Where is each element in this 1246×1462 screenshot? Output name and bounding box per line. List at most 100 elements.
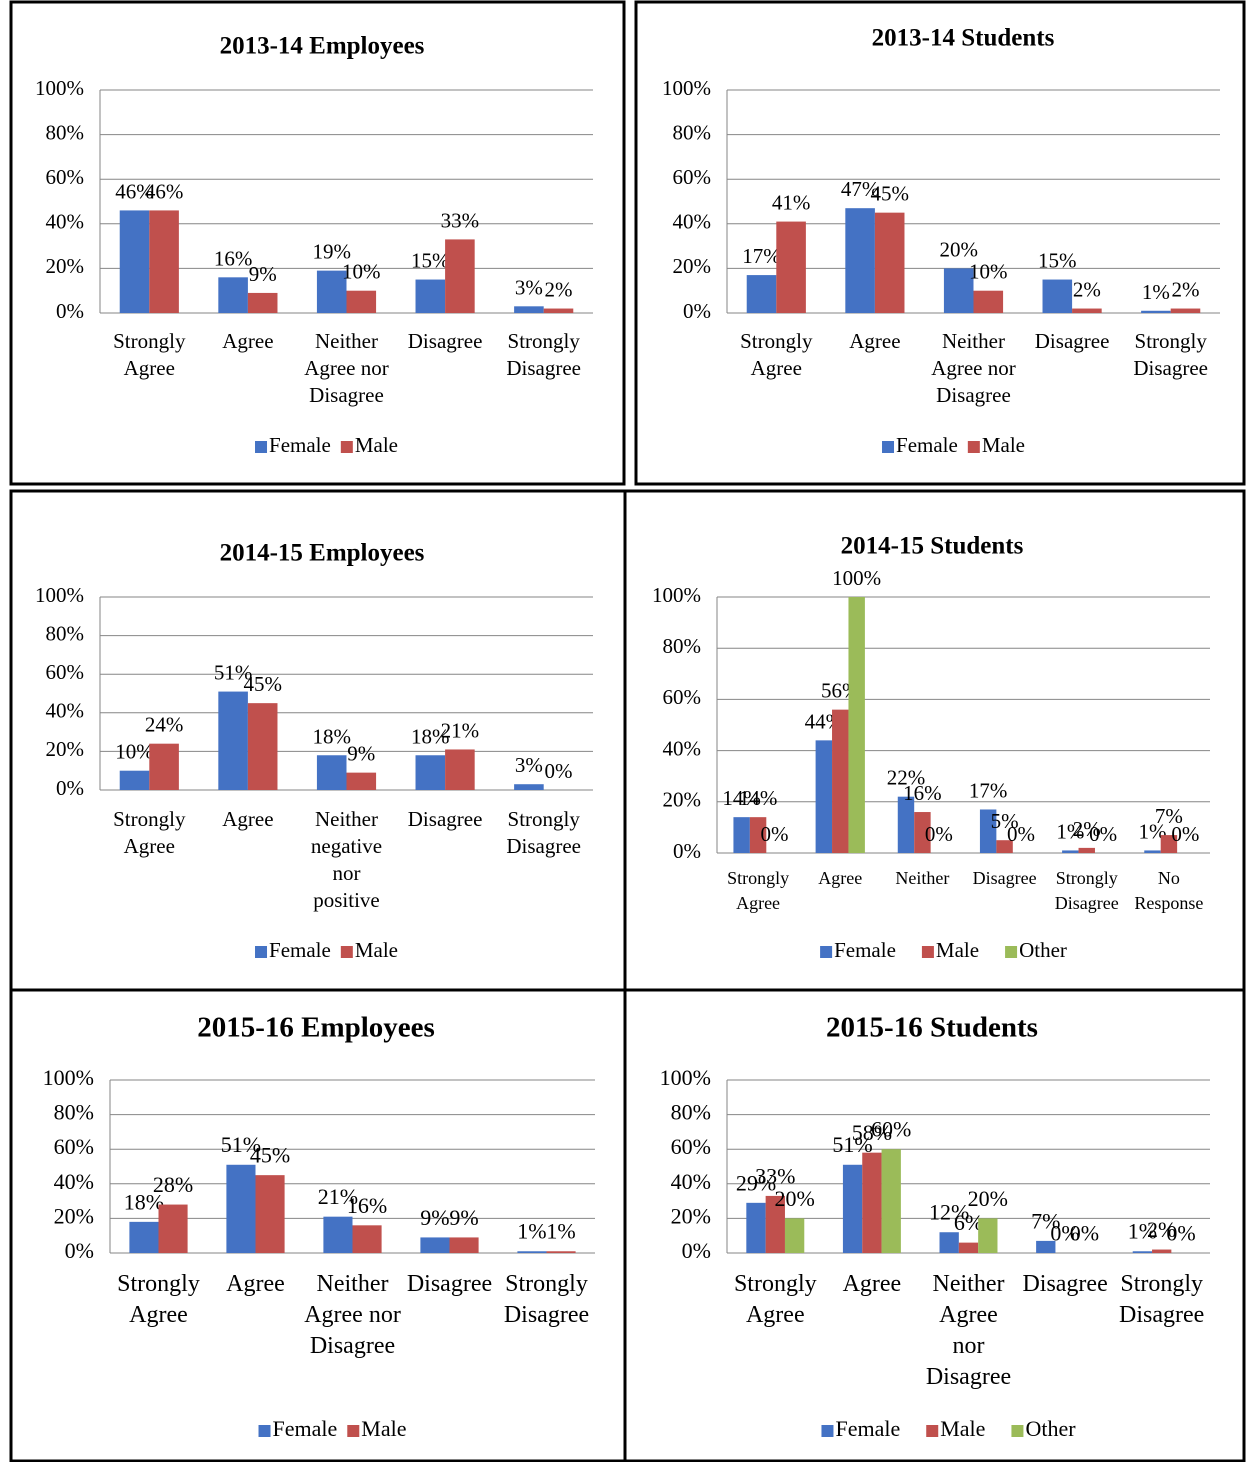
x-tick-label-box: Agree xyxy=(222,807,274,831)
data-label: 0% xyxy=(1089,822,1117,846)
y-tick-label: 40% xyxy=(663,736,702,760)
bar xyxy=(1078,847,1095,853)
legend-label: Male xyxy=(940,1416,985,1441)
chart-title: 2014-15 Employees xyxy=(220,540,425,567)
x-tick-label: Disagree xyxy=(407,807,483,831)
x-tick-label: Strongly Disagree xyxy=(506,807,581,858)
bar xyxy=(316,270,347,313)
x-tick-label: Strongly Agree xyxy=(740,329,813,380)
x-tick-label-box: Strongly Disagree xyxy=(1133,329,1208,380)
data-label: 2% xyxy=(1073,278,1101,302)
x-tick-label: No Response xyxy=(1134,868,1204,913)
data-label: 2% xyxy=(544,278,572,302)
data-label: 18% xyxy=(312,724,351,748)
x-tick-label: Neither Agree nor Disagree xyxy=(304,329,389,407)
y-tick-label: 80% xyxy=(671,1100,711,1125)
y-tick-label: 40% xyxy=(673,210,712,234)
bar xyxy=(415,279,446,313)
bar xyxy=(881,1149,901,1253)
y-tick-label: 0% xyxy=(673,839,701,863)
bar xyxy=(255,1175,285,1253)
y-tick-label: 60% xyxy=(46,660,85,684)
x-tick-label: Strongly Disagree xyxy=(506,329,581,380)
x-tick-label-box: Agree xyxy=(818,868,863,888)
chart-title: 2013-14 Employees xyxy=(220,33,425,60)
y-tick-label: 60% xyxy=(663,685,702,709)
legend-label: Other xyxy=(1025,1416,1076,1441)
data-label: 0% xyxy=(544,759,572,783)
data-label: 20% xyxy=(968,1186,1008,1211)
x-tick-label: Neither Agree nor Disagree xyxy=(304,1271,401,1359)
x-tick-label-box: Neither Agree nor Disagree xyxy=(304,1271,401,1359)
data-label: 10% xyxy=(115,740,154,764)
data-label: 21% xyxy=(441,718,480,742)
y-tick-label: 40% xyxy=(54,1169,94,1194)
chart-title: 2013-14 Students xyxy=(872,25,1055,52)
legend-label: Male xyxy=(361,1416,406,1441)
bar xyxy=(815,740,833,853)
data-label: 21% xyxy=(318,1184,358,1209)
data-label: 1% xyxy=(1128,1219,1157,1244)
y-tick-label: 80% xyxy=(46,120,85,144)
x-tick-label: Agree xyxy=(842,1271,902,1297)
data-label: 9% xyxy=(347,742,375,766)
data-label: 45% xyxy=(250,1143,290,1168)
data-label: 12% xyxy=(929,1200,969,1225)
x-tick-label-box: Neither Agree nor Disagree xyxy=(931,329,1016,407)
data-label: 9% xyxy=(249,262,277,286)
x-tick-label-box: Strongly Disagree xyxy=(1119,1271,1205,1328)
bar xyxy=(226,1164,256,1253)
data-label: 2% xyxy=(1073,817,1101,841)
data-label: 14% xyxy=(739,786,778,810)
x-tick-label: Agree xyxy=(818,868,863,888)
bar xyxy=(352,1225,382,1253)
bar xyxy=(943,268,974,313)
legend-label: Male xyxy=(355,433,398,457)
bar xyxy=(765,1195,785,1253)
data-label: 51% xyxy=(221,1132,261,1157)
x-tick-label-box: Disagree xyxy=(408,329,483,353)
bar xyxy=(119,770,150,790)
data-label: 2% xyxy=(1147,1217,1176,1242)
panel-border xyxy=(623,988,1246,1462)
x-tick-label: Strongly Disagree xyxy=(1119,1271,1205,1328)
y-tick-label: 0% xyxy=(65,1238,94,1263)
panel-border xyxy=(634,0,1246,486)
data-label: 5% xyxy=(991,809,1019,833)
legend-label: Female xyxy=(835,1416,900,1441)
bar xyxy=(218,277,248,313)
x-tick-label: Strongly Agree xyxy=(117,1271,200,1328)
x-tick-label-box: Agree xyxy=(849,329,901,353)
legend-swatch xyxy=(882,441,895,453)
x-tick-label: Strongly Agree xyxy=(113,329,186,380)
bar xyxy=(129,1221,159,1253)
x-tick-label: Disagree xyxy=(406,1271,493,1297)
data-label: 1% xyxy=(546,1219,575,1244)
bar xyxy=(247,703,278,790)
bar xyxy=(842,1164,863,1253)
bar xyxy=(158,1204,188,1253)
x-tick-label: Strongly Disagree xyxy=(1054,868,1119,913)
bar xyxy=(958,1242,979,1253)
x-tick-label-box: Strongly Agree xyxy=(117,1271,200,1328)
bar xyxy=(749,817,767,853)
bar xyxy=(862,1152,882,1253)
bar xyxy=(776,221,806,313)
data-label: 46% xyxy=(145,179,184,203)
bar xyxy=(247,292,278,313)
y-tick-label: 100% xyxy=(43,1065,94,1090)
legend-label: Female xyxy=(273,1416,338,1441)
x-tick-label-box: Neither xyxy=(895,868,949,888)
x-tick-label: Agree xyxy=(222,807,274,831)
y-tick-label: 40% xyxy=(46,699,85,723)
x-tick-label-box: Agree xyxy=(226,1271,285,1297)
bar xyxy=(1042,279,1073,313)
data-label: 46% xyxy=(115,179,154,203)
legend-swatch xyxy=(258,1425,271,1437)
data-label: 100% xyxy=(832,566,881,590)
data-label: 0% xyxy=(1070,1220,1099,1245)
x-tick-label: Agree xyxy=(849,329,901,353)
legend-swatch xyxy=(340,441,353,453)
data-label: 45% xyxy=(243,672,282,696)
